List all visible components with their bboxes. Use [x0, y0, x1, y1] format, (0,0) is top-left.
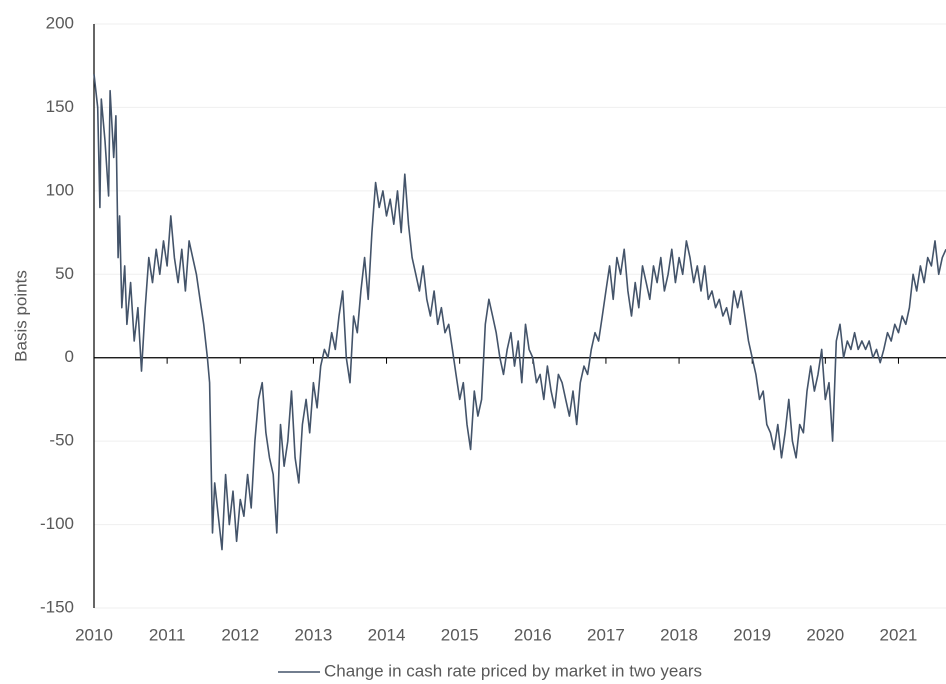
x-tick-label: 2019 — [733, 625, 771, 644]
x-tick-label: 2012 — [221, 625, 259, 644]
x-tick-label: 2016 — [514, 625, 552, 644]
x-tick-label: 2021 — [880, 625, 918, 644]
y-tick-label: 0 — [65, 347, 74, 366]
y-axis-label: Basis points — [11, 270, 30, 362]
y-tick-label: 200 — [46, 13, 74, 32]
x-tick-label: 2014 — [368, 625, 406, 644]
y-tick-label: -50 — [49, 431, 74, 450]
x-tick-label: 2020 — [806, 625, 844, 644]
line-series — [93, 74, 946, 551]
y-tick-label: 50 — [55, 264, 74, 283]
legend-label: Change in cash rate priced by market in … — [324, 661, 702, 680]
x-tick-label: 2013 — [294, 625, 332, 644]
y-tick-label: -150 — [40, 597, 74, 616]
y-tick-label: 150 — [46, 97, 74, 116]
x-tick-label: 2018 — [660, 625, 698, 644]
x-tick-label: 2011 — [149, 625, 186, 644]
x-tick-label: 2015 — [441, 625, 479, 644]
x-tick-label: 2010 — [75, 625, 113, 644]
y-tick-label: 100 — [46, 180, 74, 199]
x-tick-label: 2017 — [587, 625, 625, 644]
y-tick-label: -100 — [40, 514, 74, 533]
